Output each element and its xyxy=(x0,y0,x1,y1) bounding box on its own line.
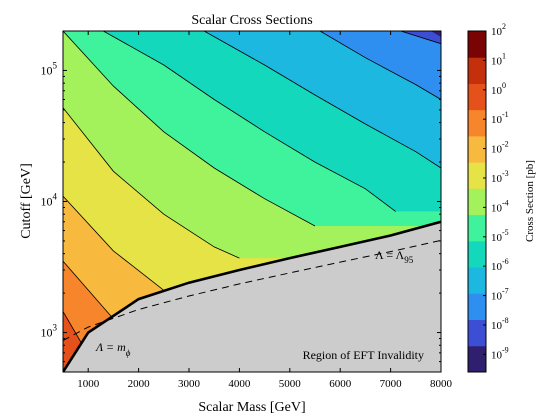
colorbar-segment xyxy=(468,109,486,137)
annotation-region-eft-invalidity: Region of EFT Invalidity xyxy=(303,348,424,362)
annotation-lambda-95: Λ = Λ95 xyxy=(375,248,414,265)
colorbar-frame xyxy=(467,30,487,373)
colorbar-segment xyxy=(468,162,486,189)
x-tick-label: 7000 xyxy=(380,378,403,390)
contour-line xyxy=(400,31,441,45)
color-band xyxy=(430,31,441,37)
x-tick-label: 5000 xyxy=(279,378,302,390)
colorbar-tick-label: 101 xyxy=(491,51,506,67)
colorbar-segment xyxy=(468,57,486,84)
contour-line xyxy=(319,31,441,100)
colorbar-segment xyxy=(468,188,486,216)
eft-boundary-line xyxy=(63,220,441,372)
x-axis-label: Scalar Mass [GeV] xyxy=(198,400,305,415)
colorbar-segment xyxy=(468,319,486,347)
colorbar-tick-label: 10-2 xyxy=(491,140,509,156)
contour-line xyxy=(63,195,165,291)
colorbar-label: Cross Section [pb] xyxy=(524,160,536,242)
y-tick-label: 103 xyxy=(41,323,58,340)
colorbar-tick-label: 10-3 xyxy=(491,169,509,185)
colorbar-segment xyxy=(468,214,486,242)
annotation-lambda-95-sub: 95 xyxy=(404,255,414,265)
contour-lines xyxy=(63,31,441,372)
colorbar-segment xyxy=(468,83,486,111)
x-axis-ticks: 1000 2000 3000 4000 5000 6000 7000 8000 xyxy=(77,31,453,390)
colorbar-segment xyxy=(468,135,486,163)
colorbar-tick-label: 10-5 xyxy=(491,228,509,244)
colorbar-tick-label: 10-8 xyxy=(491,316,509,332)
y-axis-ticks: 103 104 105 xyxy=(41,30,441,373)
eft-invalid-region xyxy=(63,221,441,372)
y-tick-label: 104 xyxy=(41,192,58,209)
x-tick-label: 6000 xyxy=(329,378,352,390)
colorbar-tick-label: 10-7 xyxy=(491,287,509,303)
colorbar-tick-label: 10-1 xyxy=(491,110,509,126)
plot-area xyxy=(63,31,441,372)
colorbar-segment xyxy=(468,267,486,294)
x-tick-label: 1000 xyxy=(77,378,100,390)
contour-line xyxy=(203,31,441,169)
colorbar-segment xyxy=(468,240,486,268)
x-tick-label: 4000 xyxy=(228,378,251,390)
colorbar-ticks: 102 101 100 10-1 10-2 10-3 10-4 10-5 10-6 10-7 10-… xyxy=(483,22,509,361)
annotation-lambda-95-base: Λ = Λ xyxy=(375,248,404,262)
y-tick-label: 105 xyxy=(41,60,58,77)
colorbar-segment xyxy=(468,31,486,58)
y-axis-label: Cutoff [GeV] xyxy=(19,163,34,239)
contour-line xyxy=(103,31,396,212)
contour-line xyxy=(63,260,119,325)
contour-line xyxy=(63,107,240,259)
colorbar-segment xyxy=(468,345,486,373)
colorbar-tick-label: 10-9 xyxy=(491,345,509,361)
colorbar-tick-label: 10-4 xyxy=(491,198,509,214)
x-tick-label: 2000 xyxy=(128,378,151,390)
color-band xyxy=(320,31,441,100)
annotation-lambda-m: Λ = mϕ xyxy=(95,340,131,358)
colorbar xyxy=(468,31,486,373)
colorbar-tick-label: 100 xyxy=(491,81,506,97)
annotation-lambda-m-sub: ϕ xyxy=(126,348,131,358)
x-tick-label: 8000 xyxy=(430,378,453,390)
contour-line xyxy=(63,31,316,227)
chart-title: Scalar Cross Sections xyxy=(191,13,312,28)
colorbar-segment xyxy=(468,293,486,321)
colorbar-tick-label: 10-6 xyxy=(491,257,509,273)
lambda-95-curve xyxy=(63,239,441,341)
annotation-lambda-m-base: Λ = m xyxy=(95,340,126,354)
x-tick-label: 3000 xyxy=(178,378,201,390)
colorbar-tick-label: 102 xyxy=(491,22,506,38)
